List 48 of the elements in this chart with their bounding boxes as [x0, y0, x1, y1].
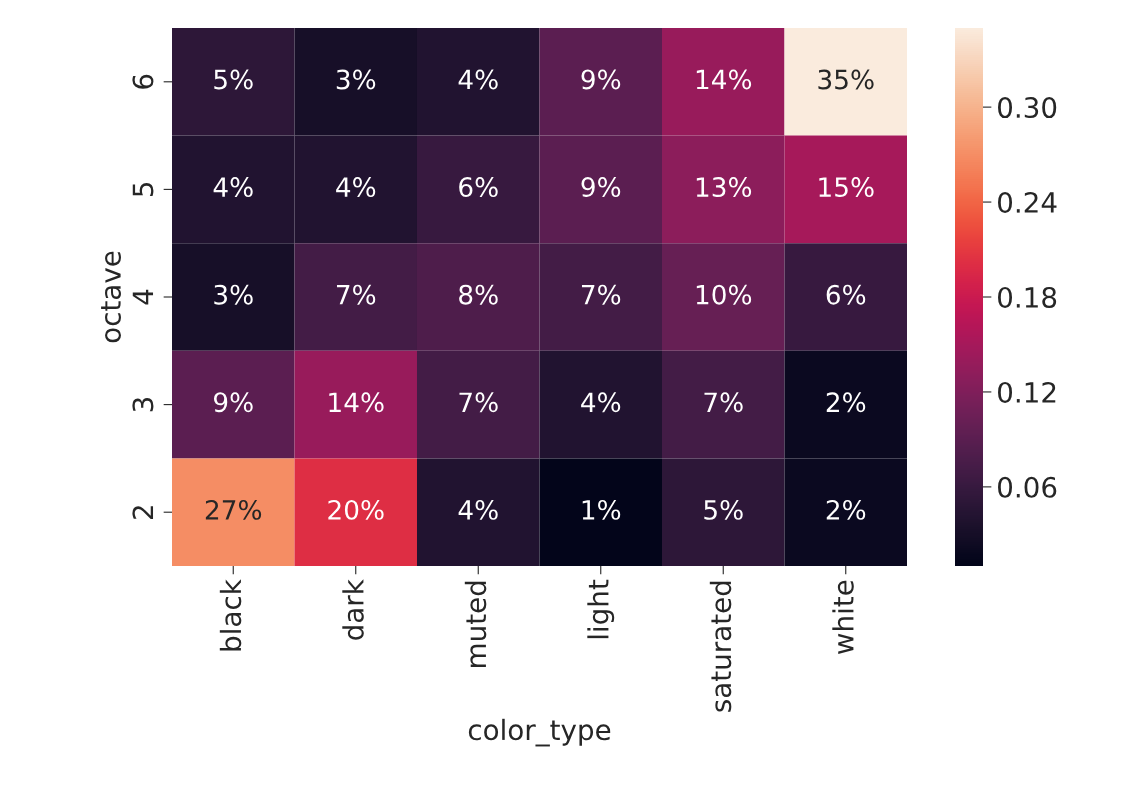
- color-bar-label: 0.12: [998, 381, 1056, 403]
- y-tick-label: 2: [132, 506, 154, 519]
- data-label: 7%: [581, 284, 621, 305]
- x-tick-label: muted: [464, 581, 487, 667]
- color-bar-label: 0.18: [998, 286, 1057, 308]
- data-label: 9%: [581, 69, 621, 90]
- color-bar-label: 0.30: [998, 97, 1057, 119]
- data-label: 20%: [328, 499, 384, 520]
- x-tick-label: black: [219, 579, 242, 651]
- data-label: 27%: [205, 499, 262, 520]
- x-axis-title: color_type: [468, 718, 611, 747]
- x-tick-label: saturated: [709, 581, 732, 712]
- y-tick-label: 4: [132, 289, 154, 305]
- color-bar-label: 0.24: [998, 192, 1057, 214]
- data-label: 14%: [329, 392, 384, 413]
- data-label: 6%: [826, 284, 866, 305]
- data-label: 7%: [336, 284, 376, 305]
- data-label: 9%: [581, 177, 621, 198]
- x-tick-label: white: [832, 580, 854, 655]
- data-label: 6%: [459, 177, 498, 198]
- data-label: 5%: [704, 499, 743, 520]
- y-tick-label: 6: [132, 74, 154, 89]
- data-label: 15%: [819, 177, 874, 198]
- data-label: 10%: [696, 284, 752, 305]
- color-bar-label: 0.06: [998, 476, 1057, 498]
- data-label: 14%: [696, 69, 752, 90]
- data-label: 3%: [214, 284, 253, 305]
- data-label: 1%: [582, 499, 621, 520]
- data-label: 9%: [213, 392, 253, 413]
- data-label: 3%: [336, 69, 376, 90]
- y-axis-title: octave: [101, 251, 121, 343]
- data-label: 2%: [826, 499, 866, 520]
- data-label: 4%: [458, 69, 498, 90]
- data-label: 8%: [459, 284, 498, 305]
- data-label: 4%: [458, 499, 498, 520]
- data-label: 13%: [696, 177, 752, 198]
- y-tick-label: 3: [132, 397, 154, 412]
- x-tick-label: light: [587, 579, 615, 639]
- data-label: 2%: [826, 392, 866, 413]
- x-tick-label: dark: [342, 579, 364, 640]
- data-label: 7%: [459, 392, 498, 413]
- data-label: 35%: [818, 69, 874, 90]
- data-label: 4%: [336, 177, 376, 198]
- data-label: 4%: [581, 392, 621, 413]
- y-tick-label: 5: [132, 182, 154, 197]
- data-label: 4%: [213, 177, 253, 198]
- data-label: 7%: [704, 392, 743, 413]
- data-label: 5%: [214, 69, 253, 90]
